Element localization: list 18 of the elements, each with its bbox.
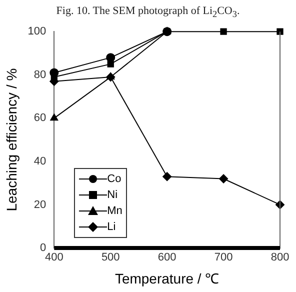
y-tick-label: 40 xyxy=(34,155,46,168)
x-tick-label: 800 xyxy=(270,252,290,264)
caption: Fig. 10. The SEM photograph of Li$_{2}$CO$_{3}$. xyxy=(55,4,241,22)
legend-label: Co xyxy=(107,173,122,185)
x-tick-label: 600 xyxy=(158,252,176,264)
legend-label: Li xyxy=(107,221,116,233)
legend-label: Ni xyxy=(107,189,118,201)
y-tick-label: 100 xyxy=(28,26,46,38)
x-tick-label: 400 xyxy=(44,252,64,264)
y-axis-title: Leaching efficiency / % xyxy=(3,68,20,212)
y-tick-label: 60 xyxy=(34,112,46,124)
y-tick-label: 80 xyxy=(34,68,46,81)
x-tick-label: 500 xyxy=(101,252,120,264)
legend-label: Mn xyxy=(107,205,122,217)
y-tick-label: 20 xyxy=(34,198,46,211)
x-tick-label: 700 xyxy=(214,252,233,264)
x-axis-title: Temperature / ℃ xyxy=(114,270,220,286)
y-tick-label: 0 xyxy=(40,242,46,254)
